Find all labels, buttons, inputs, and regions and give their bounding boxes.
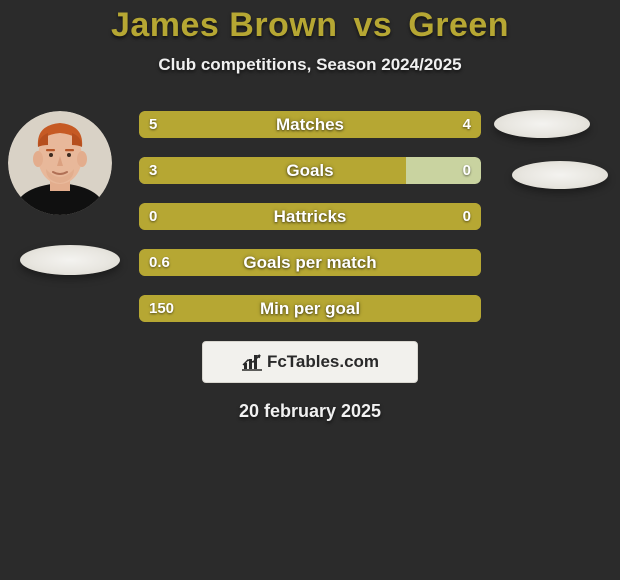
title-vs: vs (354, 6, 393, 44)
comparison-card: James Brown vs Green Club competitions, … (0, 0, 620, 422)
stat-row: Goals30 (139, 157, 481, 184)
page-title: James Brown vs Green (0, 6, 620, 45)
source-logo: FcTables.com (241, 352, 379, 372)
stat-fill-left (139, 295, 481, 322)
stat-row: Goals per match0.6 (139, 249, 481, 276)
shadow-oval-right-1 (494, 110, 590, 138)
stat-bars: Matches54 Goals30 Hattricks00 Goals per mat… (139, 111, 481, 322)
stat-fill-left (139, 157, 406, 184)
title-player2: Green (408, 6, 509, 44)
stat-fill-left (139, 111, 329, 138)
avatar-svg (8, 111, 112, 215)
source-logo-text: FcTables.com (267, 352, 379, 372)
stage: Matches54 Goals30 Hattricks00 Goals per mat… (0, 111, 620, 422)
bar-chart-icon (241, 353, 263, 371)
title-player1: James Brown (111, 6, 338, 44)
stat-fill-right (329, 111, 481, 138)
stat-row: Min per goal150 (139, 295, 481, 322)
stat-row: Hattricks00 (139, 203, 481, 230)
source-logo-box: FcTables.com (202, 341, 418, 383)
stat-fill-left (139, 249, 481, 276)
stat-fill-left (139, 203, 481, 230)
shadow-oval-left (20, 245, 120, 275)
subtitle: Club competitions, Season 2024/2025 (0, 55, 620, 75)
date-label: 20 february 2025 (0, 401, 620, 422)
stat-row: Matches54 (139, 111, 481, 138)
shadow-oval-right-2 (512, 161, 608, 189)
player1-avatar (8, 111, 112, 215)
